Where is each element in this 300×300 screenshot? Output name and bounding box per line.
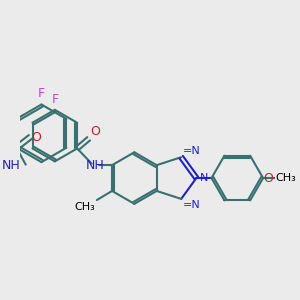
Text: =N: =N: [183, 146, 200, 156]
Text: O: O: [90, 124, 100, 138]
Text: F: F: [51, 93, 58, 106]
Text: NH: NH: [86, 159, 105, 172]
Text: CH₃: CH₃: [275, 173, 296, 183]
Text: CH₃: CH₃: [75, 202, 95, 212]
Text: NH: NH: [2, 159, 20, 172]
Text: F: F: [38, 87, 45, 100]
Text: O: O: [263, 172, 273, 184]
Text: =N: =N: [183, 200, 200, 210]
Text: N: N: [200, 173, 208, 183]
Text: O: O: [32, 130, 41, 144]
